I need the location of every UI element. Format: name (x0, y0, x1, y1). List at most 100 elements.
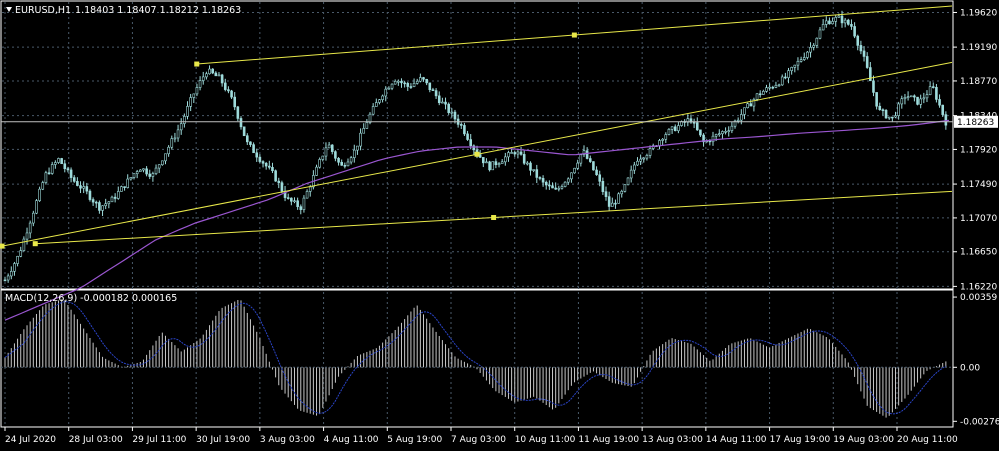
candle-body (271, 167, 274, 172)
candle-body (227, 89, 230, 92)
time-tick-label: 28 Jul 03:00 (69, 435, 123, 445)
candle-body (368, 113, 372, 123)
candle-body (375, 102, 378, 107)
candle-body (463, 125, 466, 135)
channel-handle[interactable] (32, 241, 38, 247)
candle-body (85, 186, 89, 192)
candle-body (28, 222, 32, 234)
candle-body (397, 80, 400, 83)
candle-body (790, 67, 793, 71)
candle-body (815, 37, 819, 46)
candle-body (343, 165, 347, 167)
candle-body (469, 139, 473, 147)
candle-body (557, 187, 561, 190)
candle-body (780, 76, 784, 86)
candle-body (598, 174, 602, 182)
candle-body (104, 203, 107, 207)
candle-body (145, 168, 148, 175)
candle-body (444, 101, 447, 105)
candle-body (277, 180, 281, 183)
candle-body (32, 212, 35, 224)
candle-body (176, 129, 180, 139)
macd-axis: 0.00359 0.00 -0.00276 (953, 293, 999, 427)
candle-body (35, 200, 38, 214)
candle-body (504, 156, 507, 163)
candle-body (293, 200, 296, 203)
price-tick-label: 1.19620 (960, 8, 997, 18)
candle-body (787, 70, 790, 79)
candle-body (245, 135, 249, 143)
candle-body (802, 57, 806, 60)
candle-body (161, 160, 164, 166)
candle-body (617, 193, 620, 204)
candle-body (302, 197, 306, 210)
candle-body (290, 197, 293, 202)
candle-body (422, 77, 425, 80)
candle-body (670, 126, 674, 130)
candle-body (758, 93, 762, 96)
candle-body (494, 161, 498, 166)
candle-body (135, 171, 139, 174)
channel-lines[interactable] (0, 5, 953, 249)
channel-handle[interactable] (474, 151, 480, 157)
candle-body (459, 124, 463, 126)
candle-body (195, 87, 199, 95)
candle-body (755, 93, 759, 100)
channel-handle[interactable] (0, 243, 5, 249)
candle-body (708, 140, 712, 143)
candle-body (305, 191, 309, 199)
candle-body (623, 184, 627, 192)
price-axis: 1.196201.191901.187701.183401.179201.174… (953, 8, 997, 292)
time-tick-label: 11 Aug 19:00 (578, 435, 639, 445)
candle-body (875, 92, 878, 107)
candle-body (695, 122, 699, 131)
candle-body (318, 159, 321, 168)
candle-body (151, 173, 155, 177)
candle-body (850, 24, 853, 27)
time-tick-label: 14 Aug 11:00 (706, 435, 767, 445)
candle-body (384, 88, 388, 97)
candle-body (321, 155, 325, 160)
candle-body (113, 196, 117, 199)
time-tick-label: 13 Aug 03:00 (642, 435, 703, 445)
candle-body (220, 74, 224, 84)
moving-average-line (4, 119, 950, 321)
candle-body (296, 200, 299, 207)
price-tick-label: 1.18770 (960, 77, 997, 87)
channel-handle[interactable] (194, 61, 200, 67)
candle-body (667, 129, 671, 135)
candle-body (50, 164, 54, 174)
candle-body (837, 15, 841, 18)
channel-handle[interactable] (571, 32, 577, 38)
candle-body (853, 26, 856, 37)
candle-body (400, 80, 403, 84)
channel-handle[interactable] (491, 215, 497, 221)
candle-body (881, 109, 885, 111)
candle-body (529, 162, 532, 171)
candle-body (450, 111, 454, 114)
candle-body (887, 116, 891, 119)
candle-body (809, 47, 812, 53)
candle-body (481, 157, 485, 164)
candle-body (507, 152, 510, 158)
candle-body (453, 111, 457, 120)
candle-body (223, 82, 227, 90)
candle-body (925, 94, 929, 99)
candle-body (872, 80, 875, 93)
candle-body (566, 178, 570, 183)
candle-body (919, 98, 922, 105)
candle-body (76, 181, 79, 186)
candle-body (897, 103, 900, 116)
candle-body (44, 172, 48, 183)
candle-body (393, 80, 397, 85)
candle-body (356, 145, 359, 151)
candle-body (60, 158, 63, 165)
price-tick-label: 1.17070 (960, 214, 997, 224)
candle-body (620, 191, 624, 195)
candle-body (604, 191, 608, 197)
menu-triangle-icon[interactable] (6, 7, 12, 12)
candle-body (110, 196, 114, 203)
candle-body (774, 84, 778, 88)
candle-body (702, 134, 705, 143)
candle-body (434, 90, 438, 97)
